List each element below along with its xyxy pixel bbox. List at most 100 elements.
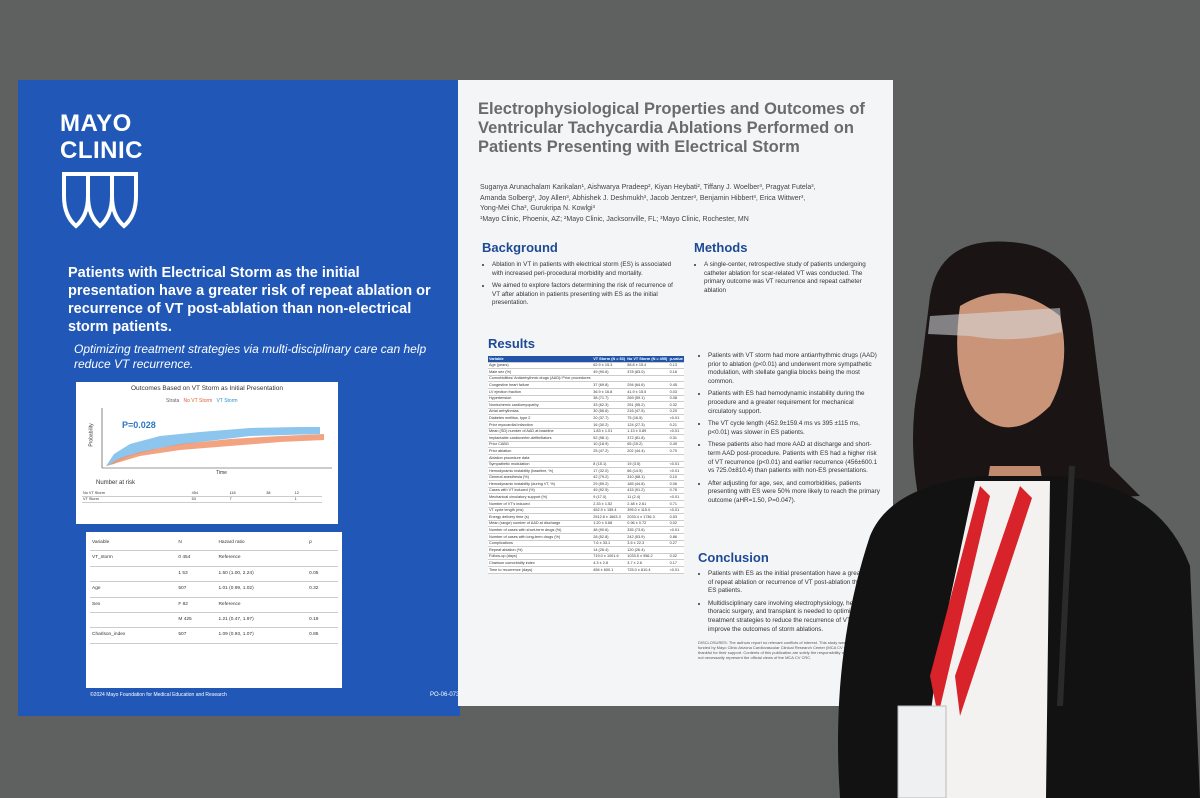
table-row: Atrial arrhythmias 30 (56.6) 216 (47.5) 0.2… <box>488 408 684 416</box>
bullet: A single-center, retrospective study of … <box>704 261 879 295</box>
cell <box>626 375 669 383</box>
cell: 7.6 ± 33.1 <box>592 540 627 548</box>
cell: 58.8 ± 15.4 <box>626 362 669 370</box>
cell: 0.20 <box>668 408 684 416</box>
results-table: Variable VT Storm (N = 53) No VT Storm (N … <box>488 356 684 574</box>
person <box>838 241 1200 798</box>
legend-entry: VT Storm <box>216 398 238 404</box>
cell: Male sex (%) <box>488 368 593 376</box>
cell: 0.71 <box>668 500 684 508</box>
cell <box>307 597 338 614</box>
table-row: VT_storm 0 454 Reference <box>90 550 338 567</box>
table-row: Age (years) 62.9 ± 15.3 58.8 ± 15.4 0.13 <box>488 362 684 370</box>
cell: 28 (52.8) <box>592 533 627 541</box>
cell: Hemodynamic instability (during VT, %) <box>488 480 593 488</box>
table-row: Congestive heart failure 37 (69.8) 294 (64… <box>488 381 684 389</box>
legend-entry: Strata <box>166 398 180 404</box>
cell <box>592 454 627 462</box>
header-cell: Variable <box>488 356 593 363</box>
cell: 120 (26.4) <box>626 546 669 554</box>
logo-line: MAYO <box>60 110 132 137</box>
section-heading: Results <box>488 336 535 351</box>
cell: 0.86 <box>668 533 684 541</box>
cell: 310 (68.1) <box>626 474 669 482</box>
cell: <0.01 <box>668 428 684 436</box>
cell: 0.76 <box>668 487 684 495</box>
cell: Age <box>90 581 177 598</box>
cell: 66 (14.5) <box>626 467 669 475</box>
cell: 41.9 ± 15.5 <box>626 388 669 396</box>
cell: Diabetes mellitus, type 2 <box>488 414 593 422</box>
cell <box>307 550 338 567</box>
conclusion-section: Conclusion Patients with ES as the initi… <box>698 550 883 660</box>
table-row: Number of VT's induced 2.33 ± 1.52 2.48 ± … <box>488 500 684 508</box>
cell: 1033.5 ± 956.2 <box>626 553 669 561</box>
cell: Energy delivery time (s) <box>488 513 593 521</box>
table-row: Mean (SD) number of AAD at baseline 1.83 … <box>488 428 684 436</box>
cell: Mechanical circulatory support (%) <box>488 493 593 502</box>
cell: Implantable cardioverter-defibrillators <box>488 434 593 442</box>
y-label: Probability <box>88 423 95 447</box>
table-row: General anesthesia (%) 42 (79.2) 310 (68.1… <box>488 474 684 482</box>
cell: 725.0 ± 810.4 <box>626 566 669 574</box>
cell: Reference <box>216 597 308 614</box>
cell: Mean (range) number of AAD at discharge <box>488 520 593 528</box>
cell: 0.02 <box>668 520 684 528</box>
table-row: Hemodynamic instability (baseline, %) 17 … <box>488 467 684 475</box>
header-cell: p <box>307 536 338 552</box>
section-heading: Methods <box>694 240 748 255</box>
cell: 0.13 <box>668 362 684 370</box>
table-row: Hemodynamic instability (during VT, %) 29… <box>488 480 684 488</box>
table-row: Mechanical circulatory support (%) 9 (17.… <box>488 493 684 502</box>
table-row: Sympathetic modulation 8 (15.1) 19 (3.5) <0… <box>488 461 684 469</box>
table-row: Age 507 1.01 (0.99, 1.02) 0.32 <box>90 581 338 598</box>
cell: Complications <box>488 540 593 548</box>
cell: 0.02 <box>668 553 684 561</box>
logo-shields <box>62 172 138 229</box>
cell: LV ejection fraction <box>488 388 593 396</box>
table-row: Repeat ablation (%) 14 (26.4) 120 (26.4) <box>488 546 684 554</box>
km-legend: Strata No VT Storm VT Storm <box>166 398 238 404</box>
section-heading: Conclusion <box>698 550 769 565</box>
cell: 7 <box>228 496 266 504</box>
cell: Age (years) <box>488 362 593 370</box>
table-row: Cases with VT induced (%) 49 (92.5) 415 (9… <box>488 487 684 495</box>
table-row: Time to recurrence (days) 456 ± 600.1 725.… <box>488 566 684 574</box>
subtext: Optimizing treatment strategies via mult… <box>74 342 427 371</box>
cell: 0.70 <box>668 447 684 455</box>
affiliations: ¹Mayo Clinic, Phoenix, AZ; ²Mayo Clinic,… <box>480 215 749 223</box>
bullet: Ablation in VT in patients with electric… <box>492 261 682 278</box>
results-bullets: Patients with VT storm had more antiarrh… <box>698 352 883 510</box>
table-row: Diabetes mellitus, type 2 20 (37.7) 75 (16… <box>488 414 684 422</box>
cell: 8 (15.1) <box>592 461 627 469</box>
cell: 118 <box>228 490 266 497</box>
cell: 0.85 <box>307 627 338 644</box>
cell: 1.20 ± 0.68 <box>592 520 627 528</box>
cell: 52 (98.1) <box>592 434 627 442</box>
table-row: Charlson comorbidity index 4.3 ± 2.8 3.7 ±… <box>488 559 684 567</box>
cell <box>626 454 669 462</box>
cell: 65 (15.2) <box>626 441 669 449</box>
cell: 0.45 <box>668 381 684 389</box>
cell: Ablation procedure data <box>488 454 593 462</box>
cell: 75 (16.5) <box>626 414 669 422</box>
cell: No VT Storm <box>82 490 191 497</box>
table-row: Sex F 82 Reference <box>90 597 338 614</box>
cell: 3.6 ± 22.3 <box>626 540 669 548</box>
cell: 29 (59.2) <box>592 480 627 488</box>
cell: 0.16 <box>668 368 684 376</box>
cell: VT cycle length (ms) <box>488 507 593 515</box>
cell: <0.01 <box>668 526 684 535</box>
table-row: Prior myocardial infarction 16 (30.2) 124 … <box>488 421 684 429</box>
cell: 38 (71.7) <box>592 395 627 403</box>
headline: Patients with Electrical Storm as the in… <box>68 265 431 335</box>
cell: M 425 <box>176 612 217 629</box>
bullet: Patients with ES had hemodynamic instabi… <box>708 390 883 416</box>
header-cell: Variable <box>90 536 177 552</box>
cell: 719.0 ± 1001.6 <box>592 553 627 561</box>
methods-section: Methods A single-center, retrospective s… <box>694 240 879 299</box>
cell <box>592 375 627 383</box>
cell: 17 (32.0) <box>592 467 627 475</box>
cell: 0.21 <box>668 421 684 429</box>
cell: 62.9 ± 15.3 <box>592 362 627 370</box>
